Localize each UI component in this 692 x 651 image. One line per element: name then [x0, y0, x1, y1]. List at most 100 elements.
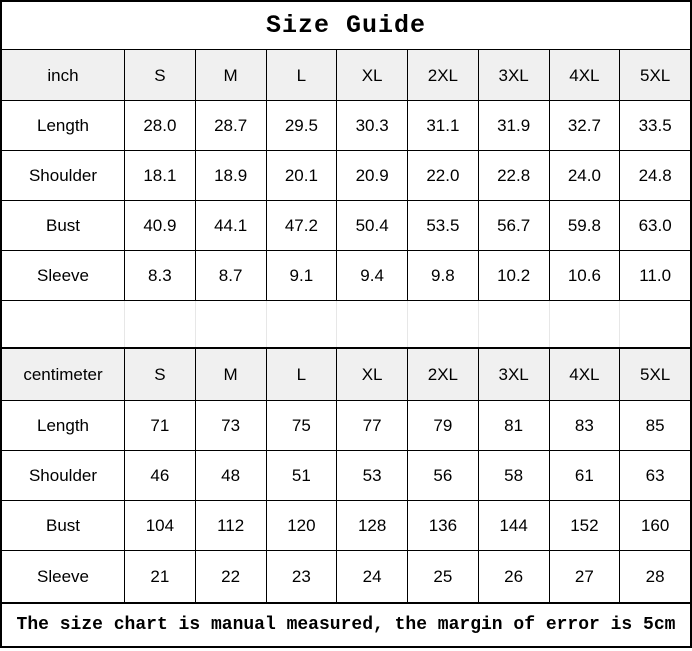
size-value-cell: 9.4 — [337, 251, 408, 300]
size-value-cell: 120 — [267, 501, 338, 550]
spacer-cell — [2, 301, 125, 347]
size-value-cell: 22.0 — [408, 151, 479, 200]
size-value-cell: 61 — [550, 451, 621, 500]
size-col-header: 4XL — [550, 50, 621, 100]
size-value-cell: 28.0 — [125, 101, 196, 150]
spacer-cell — [620, 301, 690, 347]
size-value-cell: 46 — [125, 451, 196, 500]
size-col-header: M — [196, 349, 267, 400]
size-value-cell: 20.9 — [337, 151, 408, 200]
size-value-cell: 75 — [267, 401, 338, 450]
table-row-shoulder-cm: Shoulder 46 48 51 53 56 58 61 63 — [2, 451, 690, 501]
measure-label: Shoulder — [2, 451, 125, 500]
size-value-cell: 104 — [125, 501, 196, 550]
table-row-shoulder-inch: Shoulder 18.1 18.9 20.1 20.9 22.0 22.8 2… — [2, 151, 690, 201]
size-value-cell: 30.3 — [337, 101, 408, 150]
size-value-cell: 85 — [645, 416, 665, 435]
size-value-cell: 51 — [267, 451, 338, 500]
size-value-cell: 63 — [645, 466, 665, 485]
size-col-header: 2XL — [408, 50, 479, 100]
size-value-cell: 44.1 — [196, 201, 267, 250]
size-value-cell: 56.7 — [479, 201, 550, 250]
size-col-header: XL — [337, 349, 408, 400]
size-value-cell: 31.9 — [479, 101, 550, 150]
size-col-header: S — [125, 50, 196, 100]
size-value-cell: 10.2 — [479, 251, 550, 300]
table-row-sleeve-inch: Sleeve 8.3 8.7 9.1 9.4 9.8 10.2 10.6 11.… — [2, 251, 690, 301]
size-value-cell: 59.8 — [550, 201, 621, 250]
table-row-length-inch: Length 28.0 28.7 29.5 30.3 31.1 31.9 32.… — [2, 101, 690, 151]
table-row-bust-inch: Bust 40.9 44.1 47.2 50.4 53.5 56.7 59.8 … — [2, 201, 690, 251]
size-value-cell: 8.7 — [196, 251, 267, 300]
size-value-cell: 18.9 — [196, 151, 267, 200]
size-value-cell: 160 — [640, 516, 670, 535]
size-value-cell: 71 — [125, 401, 196, 450]
size-value-cell: 50.4 — [337, 201, 408, 250]
measure-label: Bust — [2, 501, 125, 550]
size-value-cell: 11.0 — [639, 266, 672, 285]
spacer-cell — [408, 301, 479, 347]
size-value-cell: 53.5 — [408, 201, 479, 250]
size-value-cell: 53 — [337, 451, 408, 500]
size-col-header: 3XL — [479, 50, 550, 100]
size-value-cell: 29.5 — [267, 101, 338, 150]
spacer-row — [2, 300, 690, 349]
size-value-cell: 58 — [479, 451, 550, 500]
size-value-cell: 22 — [196, 551, 267, 602]
unit-header-inch: inch — [2, 50, 125, 100]
size-value-cell: 32.7 — [550, 101, 621, 150]
page-title: Size Guide — [2, 2, 690, 50]
inch-header-row: inch S M L XL 2XL 3XL 4XL 5XL — [2, 50, 690, 101]
size-value-cell: 24.0 — [550, 151, 621, 200]
cm-header-row: centimeter S M L XL 2XL 3XL 4XL 5XL — [2, 349, 690, 401]
size-value-cell: 28.7 — [196, 101, 267, 150]
size-col-header: 4XL — [550, 349, 621, 400]
measure-label: Length — [2, 401, 125, 450]
size-value-cell: 112 — [196, 501, 267, 550]
table-row-length-cm: Length 71 73 75 77 79 81 83 85 — [2, 401, 690, 451]
size-value-cell: 83 — [550, 401, 621, 450]
size-col-header: L — [267, 349, 338, 400]
size-value-cell: 81 — [479, 401, 550, 450]
size-col-header: 2XL — [408, 349, 479, 400]
measure-label: Sleeve — [2, 551, 125, 602]
size-col-header: 3XL — [479, 349, 550, 400]
size-value-cell: 24.8 — [638, 166, 672, 185]
size-value-cell: 27 — [550, 551, 621, 602]
size-value-cell: 63.0 — [638, 216, 672, 235]
spacer-cell — [550, 301, 621, 347]
size-value-cell: 144 — [479, 501, 550, 550]
size-value-cell: 48 — [196, 451, 267, 500]
measurement-note: The size chart is manual measured, the m… — [2, 602, 690, 646]
size-col-header: 5XL — [640, 365, 671, 384]
size-value-cell: 20.1 — [267, 151, 338, 200]
spacer-cell — [337, 301, 408, 347]
size-value-cell: 23 — [267, 551, 338, 602]
size-value-cell: 18.1 — [125, 151, 196, 200]
size-value-cell: 22.8 — [479, 151, 550, 200]
size-value-cell: 8.3 — [125, 251, 196, 300]
size-value-cell: 77 — [337, 401, 408, 450]
size-value-cell: 25 — [408, 551, 479, 602]
size-value-cell: 9.1 — [267, 251, 338, 300]
measure-label: Length — [2, 101, 125, 150]
size-value-cell: 31.1 — [408, 101, 479, 150]
table-row-sleeve-cm: Sleeve 21 22 23 24 25 26 27 28 — [2, 551, 690, 603]
size-value-cell: 40.9 — [125, 201, 196, 250]
size-value-cell: 73 — [196, 401, 267, 450]
size-value-cell: 33.5 — [638, 116, 672, 135]
size-value-cell: 56 — [408, 451, 479, 500]
size-value-cell: 24 — [337, 551, 408, 602]
size-value-cell: 28 — [645, 567, 665, 586]
spacer-cell — [196, 301, 267, 347]
measure-label: Sleeve — [2, 251, 125, 300]
spacer-cell — [267, 301, 338, 347]
size-value-cell: 10.6 — [550, 251, 621, 300]
size-value-cell: 152 — [550, 501, 621, 550]
size-value-cell: 47.2 — [267, 201, 338, 250]
spacer-cell — [479, 301, 550, 347]
size-value-cell: 136 — [408, 501, 479, 550]
size-col-header: S — [125, 349, 196, 400]
